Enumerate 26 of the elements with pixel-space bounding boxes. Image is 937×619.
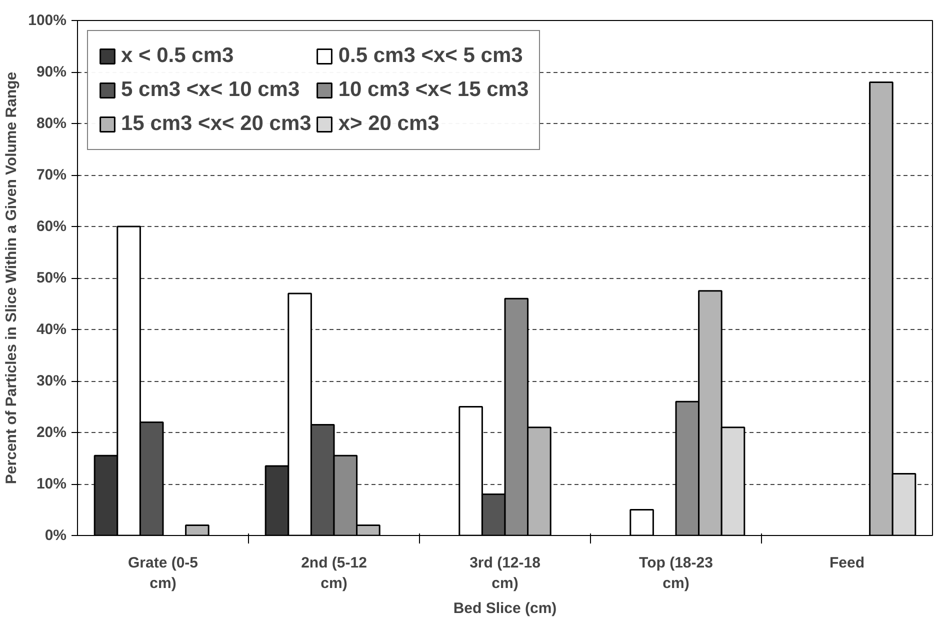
y-axis-title: Percent of Particles in Slice Within a Given Volume Range [3, 72, 20, 484]
legend-label: x> 20 cm3 [338, 111, 440, 137]
legend-label: 10 cm3 <x< 15 cm3 [338, 77, 529, 103]
y-tick-label: 60% [36, 218, 67, 235]
y-tick-label: 100% [28, 12, 67, 29]
y-tick-label: 10% [36, 476, 67, 492]
legend-label: 0.5 cm3 <x< 5 cm3 [338, 43, 523, 69]
legend-label: 5 cm3 <x< 10 cm3 [121, 77, 300, 103]
legend-label: x < 0.5 cm3 [121, 43, 234, 69]
bar [630, 509, 654, 536]
y-tick-label: 80% [36, 115, 67, 132]
x-axis-title: Bed Slice (cm) [453, 600, 557, 617]
y-tick-label: 0% [44, 527, 67, 544]
bar [185, 524, 210, 536]
legend-label: 15 cm3 <x< 20 cm3 [121, 111, 312, 137]
x-tick-label: Top (18-23 cm) [639, 554, 713, 592]
x-tick-label: Grate (0-5 cm) [128, 554, 198, 592]
x-tick-label: 3rd (12-18 cm) [470, 554, 540, 592]
y-tick-label: 30% [36, 372, 67, 390]
y-tick-label: 20% [36, 424, 67, 441]
x-tick-label: 2nd (5-12 cm) [301, 554, 367, 592]
y-tick-label: 40% [36, 321, 67, 338]
y-tick-label: 90% [36, 64, 67, 80]
y-tick-label: 50% [36, 270, 67, 286]
x-tick-label: Feed [829, 554, 865, 572]
y-tick-label: 70% [36, 166, 67, 184]
